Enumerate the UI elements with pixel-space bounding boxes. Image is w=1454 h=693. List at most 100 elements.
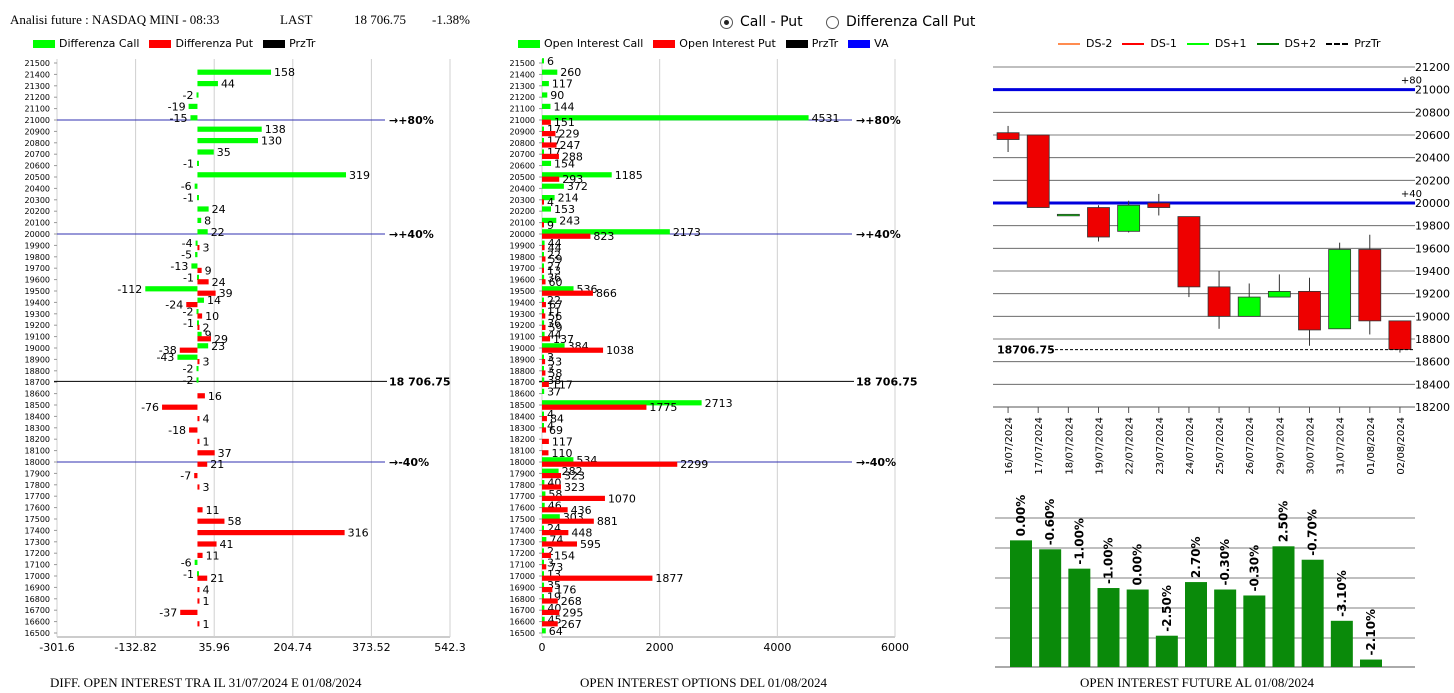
legend-right: DS-2 DS-1 DS+1 DS+2 PrzTr — [1058, 37, 1391, 50]
data-label: 64 — [549, 625, 563, 638]
bar — [542, 438, 549, 444]
data-label: 823 — [593, 230, 614, 243]
x-tick-label: 4000 — [763, 641, 791, 654]
y-tick-label: 17200 — [510, 549, 535, 558]
y-tick-label: 19400 — [25, 298, 50, 307]
legend-label: DS+1 — [1214, 37, 1247, 50]
data-label: 21 — [210, 572, 224, 585]
data-label: 44 — [548, 242, 562, 255]
data-label: -6 — [181, 556, 192, 569]
radio-selected-icon — [720, 15, 733, 29]
data-label: 4531 — [812, 112, 840, 125]
data-label: 436 — [571, 504, 592, 517]
data-label: 1775 — [649, 401, 677, 414]
bar — [542, 461, 678, 467]
data-label: 881 — [597, 515, 618, 528]
bar — [197, 416, 200, 422]
data-label: 243 — [559, 214, 580, 227]
y-tick-label: 19700 — [510, 264, 535, 273]
bar — [189, 427, 198, 433]
y-tick-label: 19200 — [25, 321, 50, 330]
y-tick-label: 19800 — [25, 253, 50, 262]
y-tick-label: 19800 — [510, 253, 535, 262]
bar — [542, 331, 545, 337]
data-label: 29 — [214, 333, 228, 346]
radio-call-put[interactable]: Call - Put — [720, 14, 803, 30]
data-label: 229 — [558, 128, 579, 141]
bar — [542, 320, 545, 326]
y-tick-label: 18700 — [25, 378, 50, 387]
legend-item: VA — [848, 37, 889, 50]
data-label: -2.50% — [1160, 585, 1174, 632]
legend-line — [1122, 42, 1145, 45]
data-label: 16 — [208, 390, 222, 403]
price-line-label: 18 706.75 — [856, 375, 918, 388]
bar — [542, 484, 562, 490]
data-label: 288 — [562, 150, 583, 163]
bar — [542, 279, 546, 285]
x-tick-label: 23/07/2024 — [1155, 417, 1166, 475]
data-label: 13 — [547, 264, 561, 277]
bar — [197, 126, 262, 132]
data-label: 138 — [265, 123, 286, 136]
legend-item: Differenza Call — [33, 37, 139, 50]
bar — [191, 263, 198, 269]
legend-item: PrzTr — [1326, 37, 1381, 50]
data-label: 2 — [202, 321, 209, 334]
y-tick-label: 20600 — [1415, 129, 1450, 142]
y-tick-label: 19900 — [510, 241, 535, 250]
radio-differenza-call-put[interactable]: Differenza Call Put — [826, 14, 975, 30]
data-label: 448 — [571, 527, 592, 540]
candle-body — [1147, 202, 1171, 208]
candle-body — [1328, 249, 1352, 330]
data-label: 22 — [211, 226, 225, 239]
bar — [196, 195, 199, 201]
bar — [1301, 559, 1324, 667]
bar — [542, 423, 544, 429]
bar — [190, 115, 198, 121]
legend-swatch — [263, 39, 286, 48]
data-label: 260 — [560, 66, 581, 79]
legend-mid: Open Interest Call Open Interest Put Prz… — [518, 37, 899, 50]
x-tick-label: 29/07/2024 — [1275, 417, 1286, 475]
bar — [197, 279, 209, 285]
data-label: 11 — [206, 549, 220, 562]
y-tick-label: 17300 — [510, 538, 535, 547]
data-label: 36 — [547, 271, 561, 284]
x-tick-label: 35.96 — [198, 641, 230, 654]
y-tick-label: 17900 — [25, 469, 50, 478]
ref-line-label: →+80% — [856, 114, 901, 127]
bar — [197, 484, 200, 490]
y-tick-label: 19000 — [1415, 310, 1450, 323]
y-tick-label: 19100 — [25, 333, 50, 342]
legend-swatch — [848, 39, 871, 48]
bar — [542, 142, 557, 148]
bar — [195, 252, 198, 258]
y-tick-label: 19700 — [25, 264, 50, 273]
x-tick-label: 17/07/2024 — [1034, 417, 1045, 475]
data-label: -1 — [183, 568, 194, 581]
data-label: 3 — [547, 556, 554, 569]
bar — [197, 450, 215, 456]
bar — [542, 381, 549, 387]
y-tick-label: 19000 — [25, 344, 50, 353]
data-label: 268 — [561, 595, 582, 608]
data-label: 73 — [549, 561, 563, 574]
bar — [542, 616, 545, 622]
y-tick-label: 20700 — [510, 150, 535, 159]
data-label: 27 — [547, 260, 561, 273]
data-label: 1 — [202, 435, 209, 448]
bar — [542, 594, 544, 600]
footer-left: DIFF. OPEN INTEREST TRA IL 31/07/2024 E … — [50, 675, 362, 690]
y-tick-label: 19300 — [510, 310, 535, 319]
data-label: 154 — [554, 157, 575, 170]
data-label: 1 — [202, 618, 209, 631]
bar — [188, 103, 198, 109]
data-label: -1.00% — [1102, 537, 1116, 584]
candle-body — [996, 132, 1020, 140]
x-tick-label: 19/07/2024 — [1095, 417, 1106, 475]
data-label: 158 — [274, 66, 295, 79]
data-label: 372 — [567, 180, 588, 193]
y-tick-label: 17800 — [510, 481, 535, 490]
y-tick-label: 20000 — [510, 230, 535, 239]
